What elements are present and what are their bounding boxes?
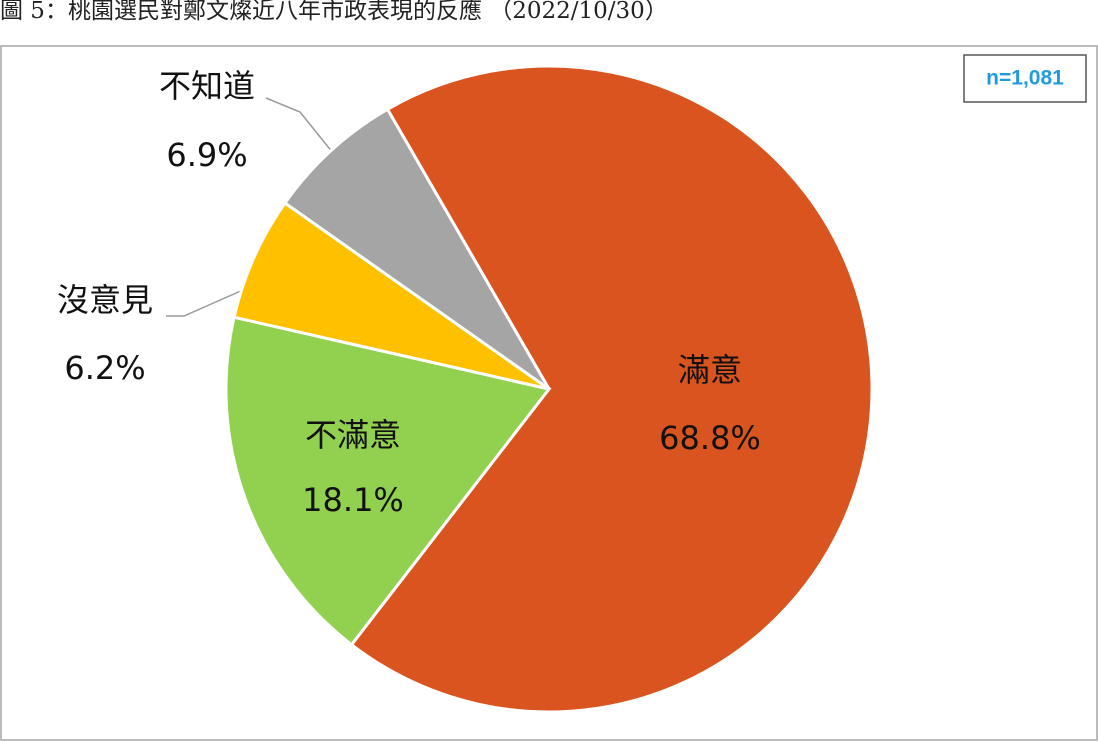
pie-slice: [349, 64, 874, 714]
pie-slice: [282, 107, 551, 391]
slice-label: 滿意: [678, 351, 742, 389]
annotation: n=1,081: [986, 67, 1064, 90]
chart-title: 圖 5：桃園選民對鄭文燦近八年市政表現的反應 （2022/10/30）: [0, 0, 668, 24]
leader-line: [265, 97, 334, 154]
slice-label: 不滿意: [305, 416, 401, 454]
value-label: 18.1%: [302, 481, 404, 519]
value-label: 6.9%: [166, 136, 247, 174]
pie-slice: [232, 200, 550, 391]
value-label: 68.8%: [659, 419, 761, 457]
pie-slice: [224, 315, 552, 647]
slice-label: 沒意見: [57, 281, 153, 319]
slice-label: 不知道: [159, 67, 255, 105]
annotation-box: [963, 54, 1087, 103]
leader-line: [166, 285, 253, 317]
value-label: 6.2%: [64, 349, 145, 387]
